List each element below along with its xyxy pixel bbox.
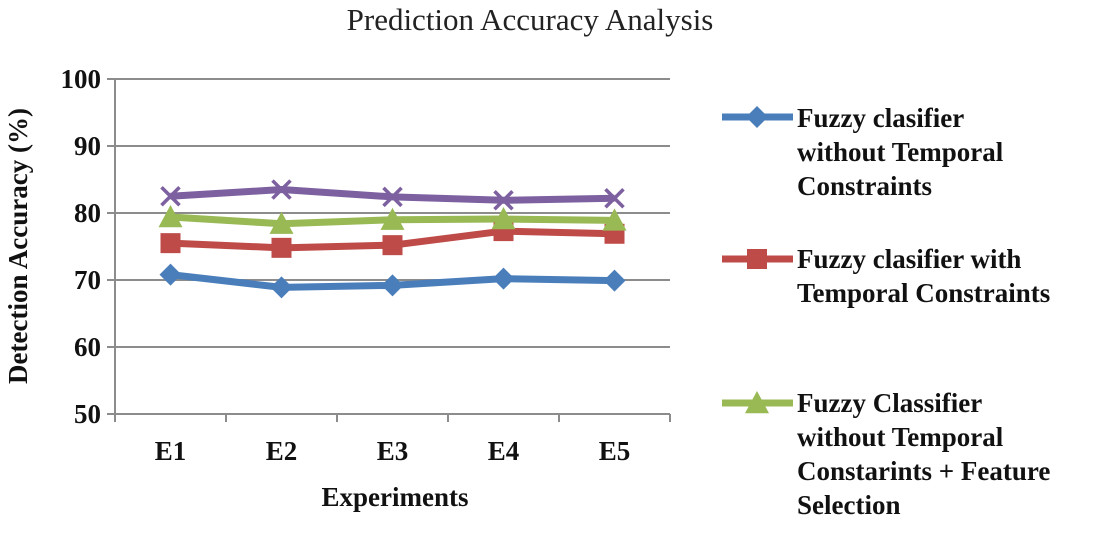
y-tick-label: 90 (74, 131, 101, 161)
triangle-marker (491, 207, 516, 230)
diamond-marker (270, 276, 293, 299)
y-tick-label: 80 (74, 198, 101, 228)
x-marker (493, 190, 514, 211)
square-marker (271, 237, 292, 258)
square-marker (160, 233, 181, 254)
series-layer (158, 179, 627, 299)
legend: Fuzzy clasifier without Temporal Constrain… (722, 103, 1050, 520)
x-marker (382, 186, 403, 208)
y-tick-label: 50 (74, 399, 101, 429)
square-marker (382, 235, 403, 256)
legend-label: Temporal Constraints (797, 278, 1050, 308)
x-axis-label: Experiments (322, 482, 469, 512)
legend-item: Fuzzy clasifier without Temporal Constrain… (722, 103, 1004, 201)
triangle-marker (158, 205, 183, 228)
legend-label: without Temporal (797, 422, 1004, 452)
diamond-marker (381, 274, 404, 297)
triangle-marker (269, 211, 294, 234)
x-tick-label: E2 (266, 436, 298, 466)
diamond-marker (159, 263, 182, 286)
diamond-marker (746, 106, 768, 128)
x-tick-label: E1 (155, 436, 187, 466)
x-tick-label: E3 (377, 436, 409, 466)
legend-label: Selection (797, 490, 900, 520)
diamond-marker (492, 267, 515, 290)
chart-title: Prediction Accuracy Analysis (347, 2, 714, 37)
legend-label: Fuzzy Classifier (797, 388, 982, 418)
legend-label: Fuzzy clasifier (797, 103, 964, 133)
y-tick-label: 70 (74, 265, 101, 295)
triangle-marker (380, 207, 405, 230)
x-marker (160, 186, 181, 207)
legend-label: Constraints (797, 171, 932, 201)
diamond-marker (603, 269, 626, 292)
triangle-marker (745, 391, 769, 414)
series-1 (159, 263, 626, 299)
x-marker (271, 179, 292, 200)
square-marker (747, 249, 767, 269)
x-tick-label: E5 (599, 436, 631, 466)
x-marker (604, 188, 625, 209)
tick-layer: 50 60 70 80 90 100 E1 E2 E3 E4 E5 (61, 64, 631, 466)
legend-label: Fuzzy clasifier with (797, 244, 1021, 274)
legend-item: Fuzzy Classifier without Temporal Constari… (722, 388, 1050, 520)
y-axis-label: Detection Accuracy (%) (3, 108, 33, 384)
series-3 (158, 205, 627, 234)
x-tick-label: E4 (488, 436, 520, 466)
legend-item: Fuzzy clasifier with Temporal Constraints (722, 244, 1050, 308)
y-tick-label: 60 (74, 332, 101, 362)
y-tick-label: 100 (61, 64, 102, 94)
legend-label: without Temporal (797, 137, 1004, 167)
triangle-marker (602, 208, 627, 231)
legend-label: Constarints + Feature (797, 456, 1050, 486)
series-4 (160, 179, 625, 211)
